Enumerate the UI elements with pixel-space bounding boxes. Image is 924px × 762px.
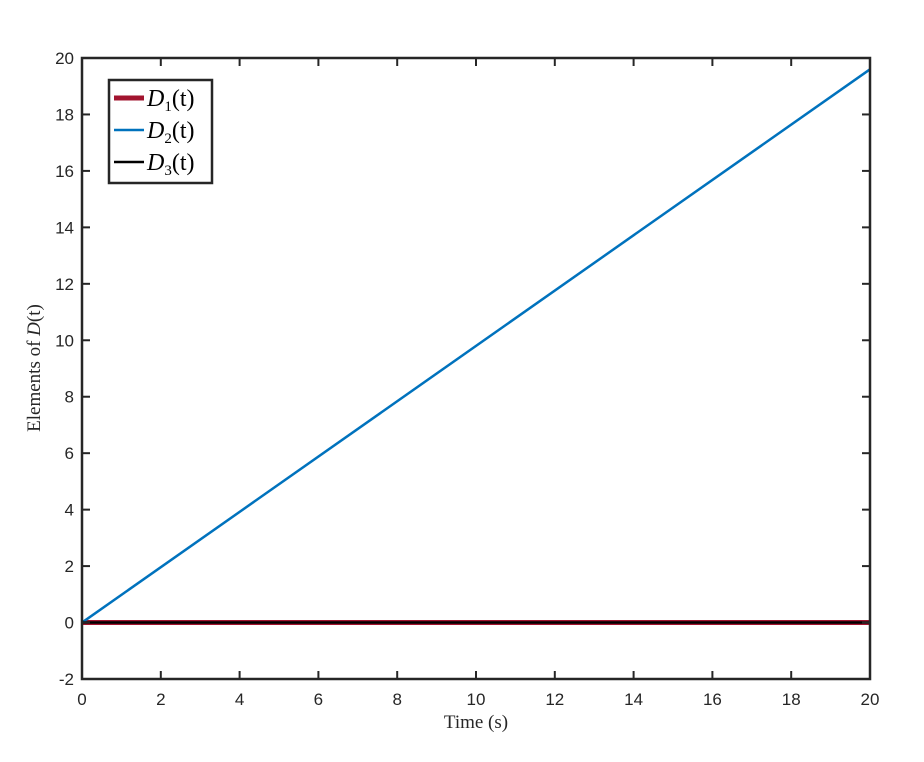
y-axis-label: Elements of D(t): [24, 304, 45, 432]
y-tick-label: -2: [59, 670, 74, 689]
y-tick-label: 4: [65, 501, 74, 520]
legend-label-d2-subscript: 2: [164, 131, 172, 147]
legend: D1(t) D2(t) D3(t): [107, 78, 214, 185]
series-line-d2: [81, 68, 871, 624]
x-tick-label: 0: [77, 690, 86, 709]
y-axis-label-prefix: Elements of: [24, 336, 45, 432]
y-tick-label: 10: [55, 331, 74, 350]
x-tick-label: 8: [392, 690, 401, 709]
x-tick-label: 6: [314, 690, 323, 709]
x-tick-label: 2: [156, 690, 165, 709]
x-tick-label: 12: [545, 690, 564, 709]
y-tick-label: 12: [55, 275, 74, 294]
legend-label-d3-arg: (t): [172, 150, 195, 176]
y-axis-label-symbol: D: [24, 322, 45, 337]
x-tick-label: 16: [703, 690, 722, 709]
y-tick-label: 18: [55, 105, 74, 124]
x-tick-label: 14: [624, 690, 643, 709]
y-tick-label: 20: [55, 49, 74, 68]
legend-label-d3-name: D: [146, 150, 164, 176]
x-tick-label: 10: [467, 690, 486, 709]
legend-label-d2-name: D: [146, 118, 164, 144]
legend-label-d2-arg: (t): [172, 118, 195, 144]
legend-label-d1: D1(t): [146, 86, 195, 115]
y-axis-label-arg: (t): [24, 304, 45, 322]
legend-label-d1-name: D: [146, 86, 164, 112]
y-tick-label: 16: [55, 162, 74, 181]
legend-label-d3: D3(t): [146, 150, 195, 179]
x-axis-label: Time (s): [444, 712, 508, 733]
y-tick-label: 14: [55, 218, 74, 237]
y-tick-label: 0: [65, 614, 74, 633]
x-tick-label: 4: [235, 690, 244, 709]
legend-label-d1-subscript: 1: [164, 99, 172, 115]
legend-label-d2: D2(t): [146, 118, 195, 147]
x-tick-label: 18: [782, 690, 801, 709]
series-layer: [81, 68, 871, 626]
legend-label-d1-arg: (t): [172, 86, 195, 112]
y-tick-label: 6: [65, 444, 74, 463]
x-tick-label: 20: [861, 690, 880, 709]
y-tick-label: 8: [65, 388, 74, 407]
legend-label-d3-subscript: 3: [164, 163, 172, 179]
y-tick-label: 2: [65, 557, 74, 576]
